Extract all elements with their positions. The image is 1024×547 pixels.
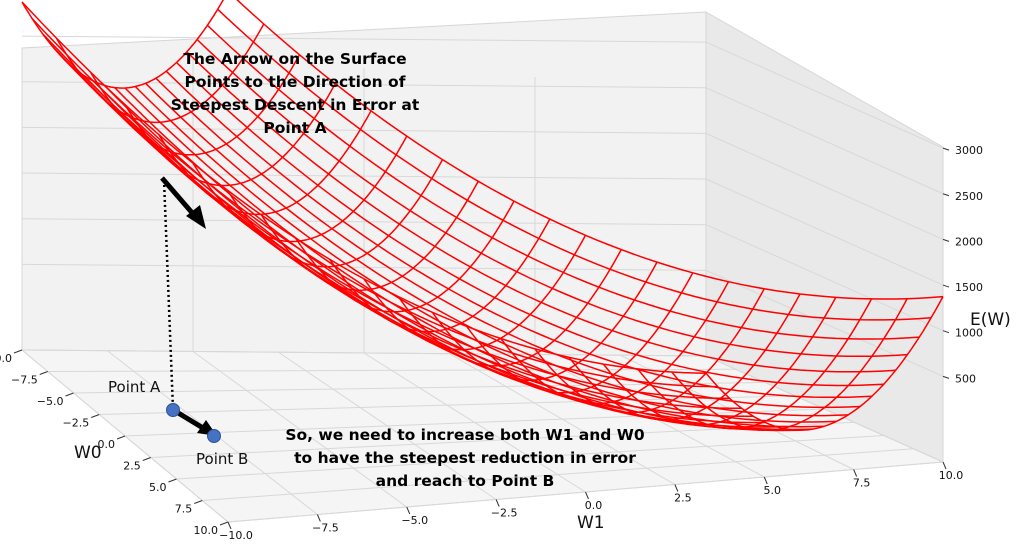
w0-tick-label: 10.0 (194, 524, 219, 537)
surface-wire (260, 180, 479, 291)
point-b-label: Point B (196, 450, 248, 468)
w1-tick-mark (674, 484, 679, 492)
e-tick-label: 2500 (955, 190, 983, 203)
w1-axis-ticks: −10.0 −7.5 −5.0 −2.5 0.0 2.5 5.0 7.5 10.0 (219, 461, 964, 542)
w0-tick-label: −2.5 (63, 417, 90, 430)
w0-tick-label: 7.5 (175, 503, 193, 516)
w0-axis-title: W0 (74, 443, 102, 463)
grid-line (449, 353, 676, 485)
e-axis-ticks: 500 1000 1500 2000 2500 3000 (942, 144, 983, 385)
e-tick-mark (942, 147, 950, 151)
w0-tick-mark (13, 349, 23, 354)
surface-wire (534, 288, 765, 414)
e-tick-label: 1500 (955, 281, 983, 294)
surface-wire (465, 272, 694, 394)
w1-tick-label: −10.0 (219, 529, 253, 542)
w1-tick-mark (316, 514, 321, 522)
surface-wire (705, 296, 944, 431)
annotation-bottom: So, we need to increase both W1 and W0 t… (285, 426, 645, 490)
w1-tick-mark (853, 469, 858, 477)
w0-tick-mark (142, 457, 151, 461)
surface-wire (431, 261, 658, 382)
w0-tick-label: −5.0 (37, 395, 64, 408)
grid-line (363, 352, 586, 493)
w1-tick-mark (406, 506, 411, 515)
w1-tick-label: −7.5 (312, 522, 339, 535)
w1-tick-label: 7.5 (853, 477, 871, 490)
w0-tick-label: 2.5 (123, 460, 141, 473)
surface-wire (568, 293, 801, 421)
w0-tick-mark (91, 414, 100, 418)
point-a-marker (166, 403, 180, 417)
surface-wire (158, 110, 372, 216)
e-tick-mark (942, 193, 950, 197)
surface-wire (500, 281, 730, 405)
annotation-top: The Arrow on the Surface Points to the D… (170, 50, 420, 137)
w0-tick-mark (219, 521, 229, 526)
surface-wire (55, 23, 265, 124)
surface-wire (89, 54, 301, 156)
w1-tick-mark (495, 499, 500, 507)
surface-wire (21, 0, 225, 89)
w0-tick-mark (65, 392, 74, 397)
e-tick-label: 3000 (955, 144, 983, 157)
surface-arrow (160, 176, 206, 229)
w1-tick-label: 5.0 (764, 484, 782, 497)
w1-tick-mark (763, 476, 768, 485)
grid-line (21, 172, 944, 286)
point-a-label: Point A (108, 378, 161, 396)
grid-line (176, 435, 884, 480)
grid-line (202, 448, 914, 501)
surface-wire (397, 249, 622, 367)
w1-tick-label: 2.5 (674, 492, 692, 505)
w1-tick-label: −5.0 (401, 514, 428, 527)
w1-tick-label: −2.5 (491, 507, 518, 520)
w0-tick-mark (168, 478, 177, 483)
w0-tick-label: 5.0 (149, 481, 167, 494)
w0-tick-mark (194, 500, 203, 504)
e-axis-title: E(W) (970, 310, 1011, 330)
surface-wire (671, 298, 908, 432)
point-b-marker (207, 429, 221, 443)
w1-tick-mark (585, 491, 589, 500)
surface-wire (602, 297, 837, 426)
error-surface (21, 0, 944, 432)
surface-wire (329, 218, 551, 333)
surface-wire (637, 298, 873, 430)
e-tick-label: 2000 (955, 235, 983, 248)
grid-line (21, 263, 944, 377)
grid-line (21, 81, 944, 195)
e-tick-label: 1000 (955, 327, 983, 340)
projection-line (162, 179, 175, 410)
w0-tick-mark (116, 435, 126, 440)
surface-wire (192, 135, 408, 243)
w1-tick-label: 10.0 (939, 469, 964, 482)
surface-wire (363, 234, 587, 351)
w0-tick-label: 0.0 (98, 438, 116, 451)
w0-tick-mark (39, 371, 48, 375)
w1-axis-title: W1 (577, 513, 605, 533)
e-tick-mark (942, 238, 950, 242)
w0-axis-ticks: −10.0 −7.5 −5.0 −2.5 0.0 2.5 5.0 7.510.0 (0, 349, 229, 537)
w1-tick-mark (227, 521, 232, 530)
e-tick-mark (942, 375, 950, 379)
e-tick-mark (942, 284, 950, 288)
grid-line (534, 354, 765, 478)
w0-tick-label: −10.0 (0, 352, 12, 365)
surface-wire (123, 83, 336, 187)
e-tick-label: 500 (955, 372, 976, 385)
e-tick-mark (942, 330, 950, 334)
w0-tick-label: −7.5 (11, 374, 38, 387)
w1-tick-mark (942, 461, 947, 470)
grid-line (620, 354, 854, 470)
surface-wire (294, 200, 515, 313)
w1-tick-label: 0.0 (585, 499, 603, 512)
